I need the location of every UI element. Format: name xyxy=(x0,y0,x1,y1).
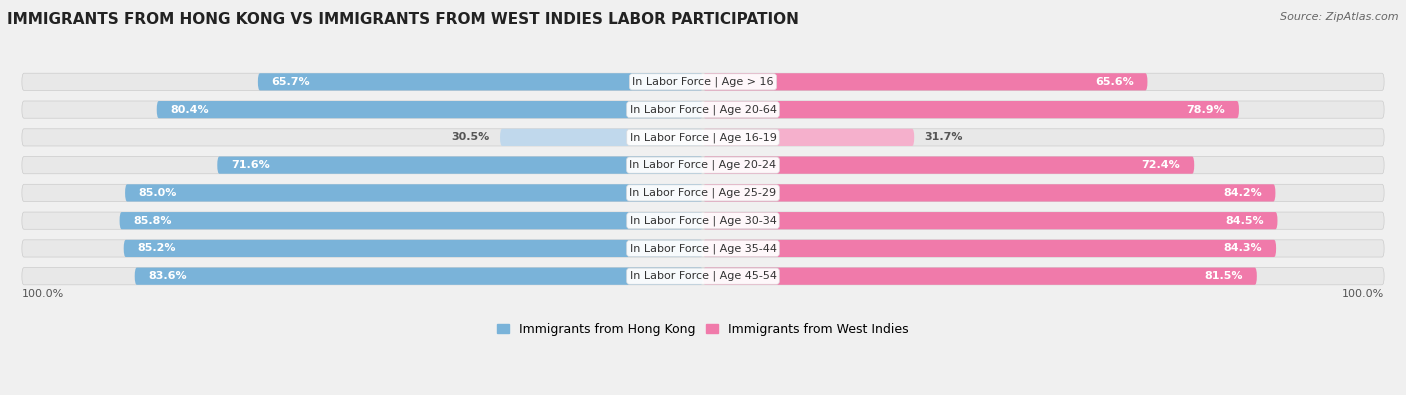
FancyBboxPatch shape xyxy=(22,240,1384,257)
FancyBboxPatch shape xyxy=(703,73,1147,90)
Text: 85.2%: 85.2% xyxy=(138,243,176,254)
Text: 84.5%: 84.5% xyxy=(1225,216,1264,226)
FancyBboxPatch shape xyxy=(703,240,1277,257)
Text: In Labor Force | Age 45-54: In Labor Force | Age 45-54 xyxy=(630,271,776,282)
FancyBboxPatch shape xyxy=(22,101,1384,118)
Text: 72.4%: 72.4% xyxy=(1142,160,1181,170)
Text: 85.8%: 85.8% xyxy=(134,216,172,226)
FancyBboxPatch shape xyxy=(124,240,703,257)
Text: 100.0%: 100.0% xyxy=(1341,289,1384,299)
Text: In Labor Force | Age 20-24: In Labor Force | Age 20-24 xyxy=(630,160,776,170)
FancyBboxPatch shape xyxy=(703,184,1275,201)
Text: In Labor Force | Age > 16: In Labor Force | Age > 16 xyxy=(633,77,773,87)
FancyBboxPatch shape xyxy=(703,129,914,146)
FancyBboxPatch shape xyxy=(120,212,703,229)
FancyBboxPatch shape xyxy=(703,156,1194,174)
Text: 71.6%: 71.6% xyxy=(231,160,270,170)
Text: 80.4%: 80.4% xyxy=(170,105,209,115)
Text: In Labor Force | Age 35-44: In Labor Force | Age 35-44 xyxy=(630,243,776,254)
Text: Source: ZipAtlas.com: Source: ZipAtlas.com xyxy=(1281,12,1399,22)
Text: 83.6%: 83.6% xyxy=(149,271,187,281)
Text: In Labor Force | Age 16-19: In Labor Force | Age 16-19 xyxy=(630,132,776,143)
Text: 30.5%: 30.5% xyxy=(451,132,489,142)
Text: 65.7%: 65.7% xyxy=(271,77,311,87)
FancyBboxPatch shape xyxy=(218,156,703,174)
Text: In Labor Force | Age 20-64: In Labor Force | Age 20-64 xyxy=(630,104,776,115)
Text: 85.0%: 85.0% xyxy=(139,188,177,198)
Text: 81.5%: 81.5% xyxy=(1205,271,1243,281)
Text: 78.9%: 78.9% xyxy=(1187,105,1225,115)
FancyBboxPatch shape xyxy=(125,184,703,201)
Text: In Labor Force | Age 25-29: In Labor Force | Age 25-29 xyxy=(630,188,776,198)
FancyBboxPatch shape xyxy=(703,212,1278,229)
FancyBboxPatch shape xyxy=(257,73,703,90)
FancyBboxPatch shape xyxy=(156,101,703,118)
Text: 31.7%: 31.7% xyxy=(925,132,963,142)
FancyBboxPatch shape xyxy=(501,129,703,146)
Text: IMMIGRANTS FROM HONG KONG VS IMMIGRANTS FROM WEST INDIES LABOR PARTICIPATION: IMMIGRANTS FROM HONG KONG VS IMMIGRANTS … xyxy=(7,12,799,27)
FancyBboxPatch shape xyxy=(22,156,1384,174)
Text: 100.0%: 100.0% xyxy=(22,289,65,299)
Text: 65.6%: 65.6% xyxy=(1095,77,1133,87)
FancyBboxPatch shape xyxy=(22,267,1384,285)
FancyBboxPatch shape xyxy=(22,184,1384,201)
Legend: Immigrants from Hong Kong, Immigrants from West Indies: Immigrants from Hong Kong, Immigrants fr… xyxy=(492,318,914,341)
FancyBboxPatch shape xyxy=(22,73,1384,90)
FancyBboxPatch shape xyxy=(703,101,1239,118)
FancyBboxPatch shape xyxy=(22,212,1384,229)
FancyBboxPatch shape xyxy=(135,267,703,285)
Text: In Labor Force | Age 30-34: In Labor Force | Age 30-34 xyxy=(630,215,776,226)
Text: 84.3%: 84.3% xyxy=(1223,243,1263,254)
Text: 84.2%: 84.2% xyxy=(1223,188,1261,198)
FancyBboxPatch shape xyxy=(22,129,1384,146)
FancyBboxPatch shape xyxy=(703,267,1257,285)
